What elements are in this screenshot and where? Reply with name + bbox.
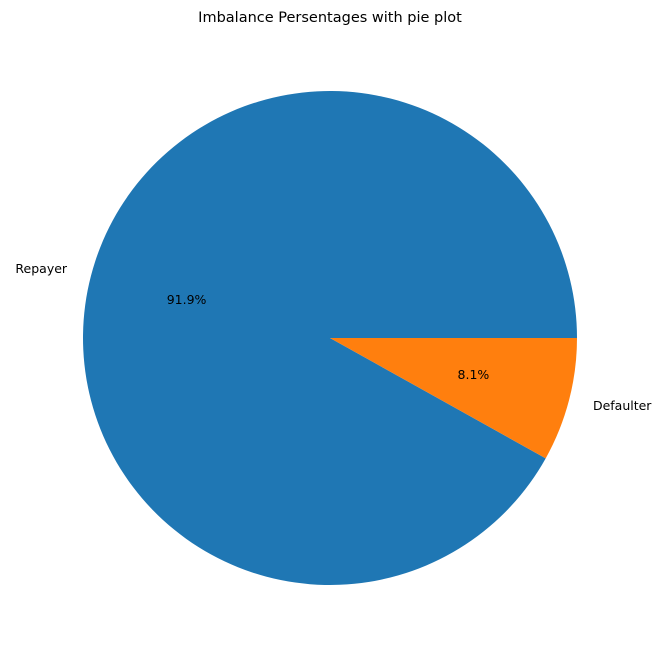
- pct-label-defaulter: 8.1%: [458, 367, 490, 382]
- slice-label-repayer: Repayer: [15, 261, 67, 276]
- pie-slices: [83, 90, 578, 585]
- pie-slice-repayer: [83, 90, 578, 585]
- pie-labels: Repayer 91.9% Defaulter 8.1%: [15, 261, 652, 413]
- slice-label-defaulter: Defaulter: [593, 398, 652, 413]
- chart-title: Imbalance Persentages with pie plot: [198, 10, 462, 26]
- pct-label-repayer: 91.9%: [167, 292, 207, 307]
- pie-slice-defaulter: [330, 338, 577, 459]
